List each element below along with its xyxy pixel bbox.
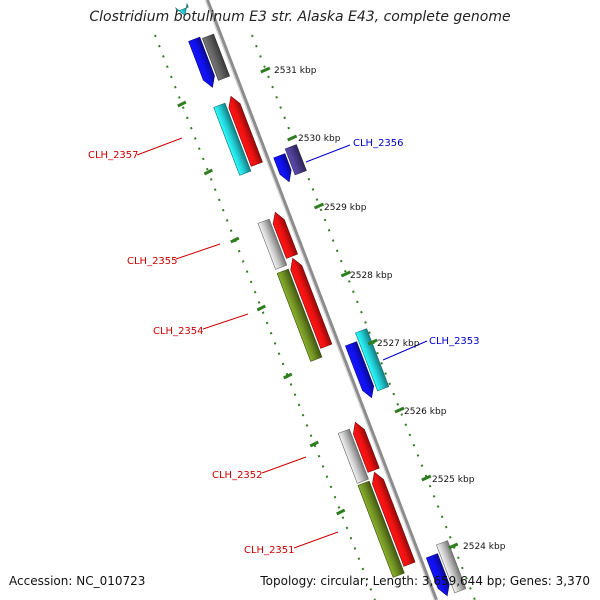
minor-tick-mark	[309, 440, 319, 448]
gene-feature-red[interactable]	[228, 95, 263, 167]
gene-feature-cyan[interactable]	[213, 102, 252, 176]
label-leader-line	[136, 137, 183, 156]
minor-tick-mark	[336, 508, 346, 516]
genome-summary-text: Topology: circular; Length: 3,659,644 bp…	[260, 574, 590, 588]
gene-feature-blue[interactable]	[345, 341, 375, 399]
gene-feature-red[interactable]	[290, 257, 333, 349]
gene-feature-lightgray[interactable]	[337, 428, 369, 484]
label-leader-line	[175, 243, 221, 260]
tick-mark	[287, 134, 298, 142]
tick-mark	[313, 202, 325, 210]
gene-feature-lightgray[interactable]	[257, 218, 288, 270]
gene-feature-lightgray[interactable]	[436, 540, 467, 594]
minor-tick-mark	[256, 304, 266, 312]
tick-label: 2524 kbp	[463, 542, 506, 552]
genome-backbone-highlight	[205, 0, 435, 600]
gene-feature-blue[interactable]	[273, 153, 292, 183]
tick-mark	[394, 406, 405, 414]
tick-label: 2525 kbp	[432, 475, 475, 485]
minor-tick-mark	[283, 372, 293, 380]
tick-label: 2526 kbp	[404, 407, 447, 417]
tick-label: 2529 kbp	[324, 203, 367, 213]
tick-label: 2527 kbp	[377, 339, 420, 349]
gene-feature-red[interactable]	[272, 211, 298, 259]
tick-mark	[260, 66, 271, 74]
gene-feature-cyan[interactable]	[175, 2, 189, 16]
tick-mark	[421, 474, 432, 482]
gene-feature-blue[interactable]	[425, 553, 450, 597]
gene-label-clh-2355[interactable]: CLH_2355	[127, 256, 178, 267]
gene-feature-olive[interactable]	[276, 268, 323, 362]
map-title: Clostridium botulinum E3 str. Alaska E43…	[89, 9, 511, 25]
tick-label: 2531 kbp	[274, 66, 317, 76]
label-leader-line	[202, 313, 249, 330]
gene-feature-red[interactable]	[352, 421, 380, 473]
tick-label: 2528 kbp	[350, 271, 393, 281]
gene-feature-olive[interactable]	[357, 480, 405, 578]
minor-tick-mark	[177, 100, 187, 108]
label-leader-line	[261, 456, 307, 474]
gene-feature-blue[interactable]	[188, 36, 215, 88]
genome-backbone	[205, 0, 438, 600]
gene-label-clh-2356[interactable]: CLH_2356	[353, 138, 404, 149]
left-ruler-track	[154, 34, 376, 600]
minor-tick-mark	[203, 168, 214, 176]
tick-label: 2530 kbp	[298, 134, 341, 144]
tick-mark	[448, 542, 459, 550]
label-leader-line	[293, 531, 339, 549]
tick-mark	[367, 338, 378, 346]
gene-label-clh-2353[interactable]: CLH_2353	[429, 336, 480, 347]
gene-feature-purple[interactable]	[284, 144, 307, 176]
gene-feature-red[interactable]	[372, 471, 416, 567]
gene-label-clh-2351[interactable]: CLH_2351	[244, 545, 295, 556]
gene-label-clh-2352[interactable]: CLH_2352	[212, 470, 263, 481]
minor-tick-mark	[230, 236, 240, 244]
gene-feature-darkgray[interactable]	[202, 33, 230, 81]
label-leader-line	[382, 340, 428, 361]
gene-label-clh-2357[interactable]: CLH_2357	[88, 150, 139, 161]
accession-text: Accession: NC_010723	[9, 574, 146, 588]
tick-mark	[340, 270, 351, 278]
label-leader-line	[305, 144, 351, 163]
gene-feature-cyan[interactable]	[355, 328, 390, 392]
gene-label-clh-2354[interactable]: CLH_2354	[153, 326, 204, 337]
right-ruler-track	[251, 34, 476, 600]
